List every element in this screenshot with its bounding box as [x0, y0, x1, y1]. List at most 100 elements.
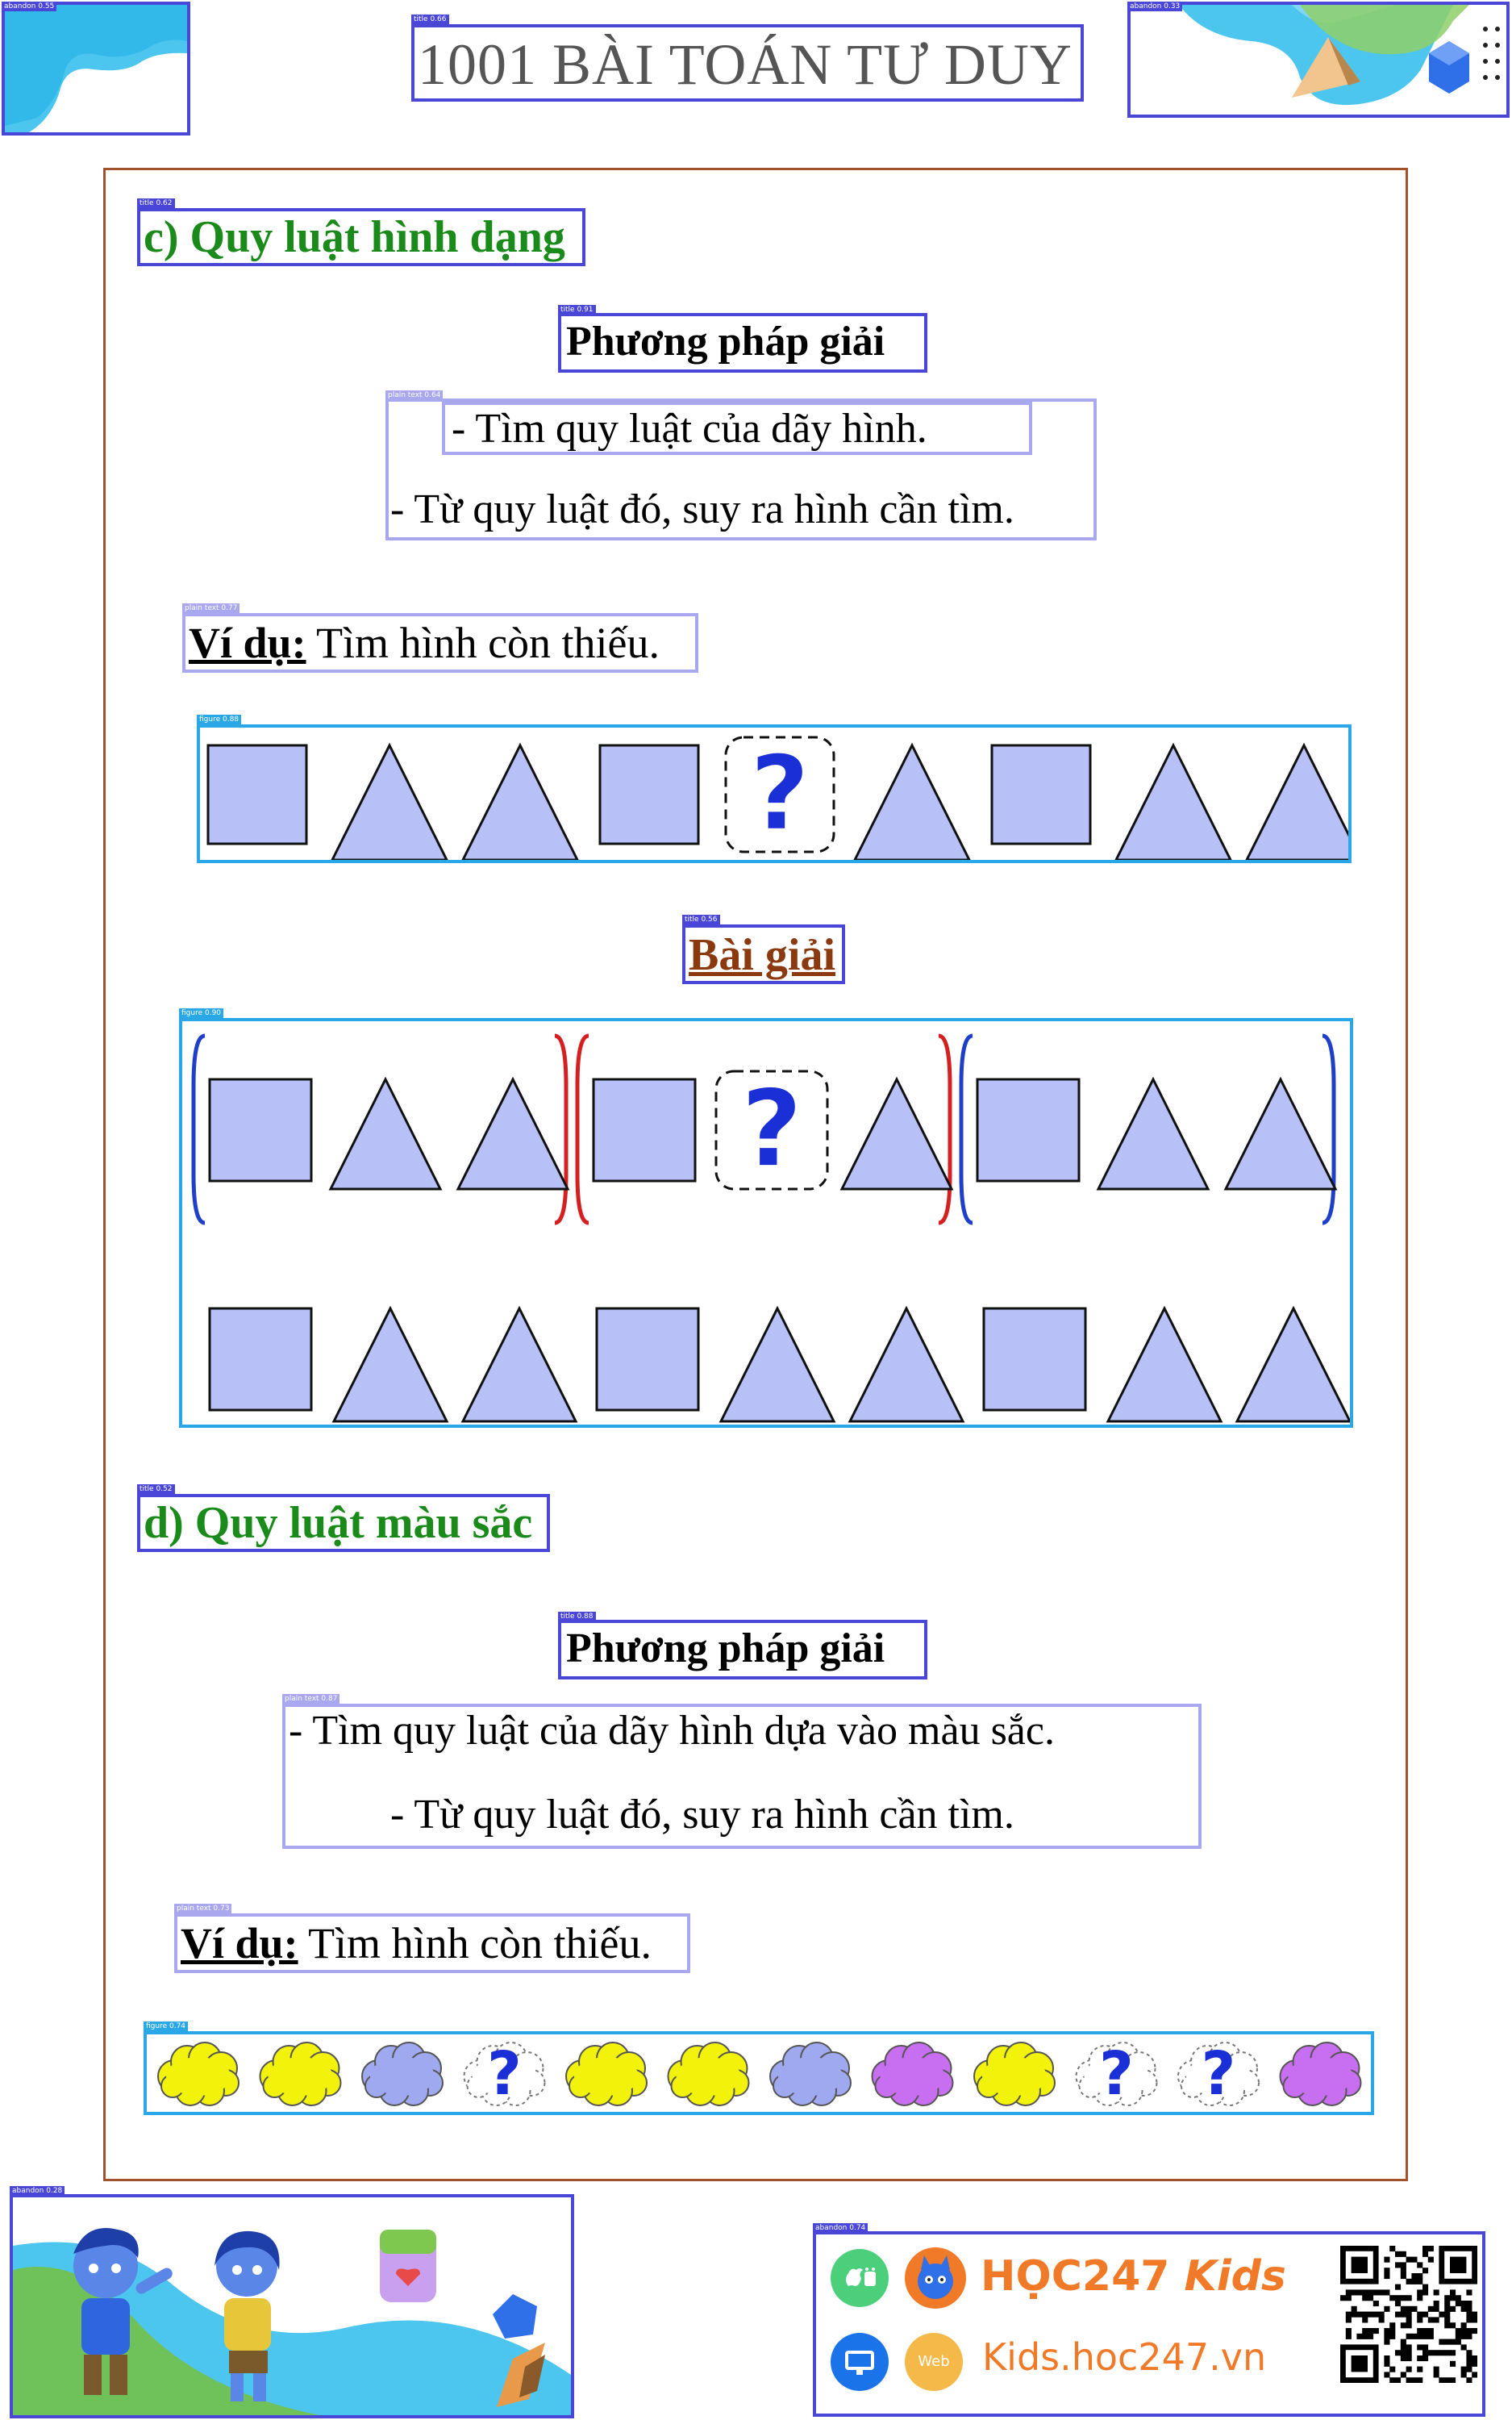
- section-c-example-label: Ví dụ:: [189, 619, 306, 667]
- group-bracket-left: [575, 1033, 589, 1225]
- section-c-title-box: c) Quy luật hình dạng: [137, 208, 585, 266]
- section-c-example-figure: ?: [197, 724, 1364, 863]
- section-d-steps-box: - Tìm quy luật của dãy hình dựa vào màu …: [282, 1704, 1202, 1849]
- triangle-shape: [1244, 742, 1364, 862]
- section-c-example-text: Tìm hình còn thiếu.: [306, 619, 660, 667]
- section-c-steps-box: [385, 398, 1097, 540]
- square-shape: [982, 1307, 1087, 1412]
- section-c-example-box: Ví dụ: Tìm hình còn thiếu.: [182, 613, 698, 673]
- triangle-shape: [328, 1076, 443, 1191]
- blue-cloud: [769, 2042, 852, 2106]
- group-bracket-left: [959, 1033, 973, 1225]
- yellow-cloud: [259, 2042, 342, 2106]
- detection-tag: abandon 0.28: [10, 2186, 65, 2196]
- question-cloud: ?: [463, 2039, 546, 2109]
- yellow-cloud: [565, 2042, 648, 2106]
- detection-tag: figure 0.90: [179, 1008, 224, 1018]
- square-shape: [208, 1307, 313, 1412]
- square-shape: [595, 1307, 700, 1412]
- question-mark-icon: ?: [1202, 2039, 1236, 2109]
- question-box: [724, 736, 835, 853]
- detection-tag: plain text 0.64: [385, 390, 444, 400]
- blue-cloud: [361, 2042, 444, 2106]
- triangle-shape: [331, 1305, 449, 1423]
- group-bracket-left: [191, 1033, 206, 1225]
- detection-tag: title 0.91: [558, 305, 596, 315]
- question-cloud: ?: [1177, 2039, 1260, 2109]
- brand-url[interactable]: Kids.hoc247.vn: [982, 2335, 1267, 2379]
- web-icon[interactable]: Web: [905, 2333, 963, 2391]
- detection-tag: figure 0.74: [144, 2022, 189, 2031]
- mobile-app-icon[interactable]: [831, 2249, 889, 2307]
- square-shape: [976, 1078, 1081, 1183]
- footer-left-illustration: [10, 2194, 574, 2418]
- purple-cloud: [1279, 2042, 1362, 2106]
- section-c-step-2: - Từ quy luật đó, suy ra hình cần tìm.: [390, 486, 1014, 532]
- question-mark-icon: ?: [487, 2039, 522, 2109]
- detection-tag: abandon 0.74: [813, 2223, 868, 2233]
- section-d-method-box: Phương pháp giải: [558, 1620, 927, 1679]
- square-shape: [598, 744, 700, 845]
- question-box: [714, 1070, 829, 1191]
- desktop-icon[interactable]: [831, 2333, 889, 2391]
- question-mark-icon: ?: [741, 1067, 803, 1191]
- section-c-solution-box: Bài giải: [682, 924, 845, 984]
- section-d-method-title: Phương pháp giải: [566, 1625, 885, 1671]
- section-c-method-title: Phương pháp giải: [566, 319, 885, 365]
- triangle-shape: [1096, 1076, 1210, 1191]
- detection-tag: plain text 0.87: [282, 1694, 340, 1704]
- triangle-shape: [460, 742, 580, 862]
- page-header-title: 1001 BÀI TOÁN TƯ DUY: [418, 32, 1073, 97]
- purple-cloud: [871, 2042, 954, 2106]
- girl-figure: [215, 2230, 280, 2401]
- header-right-decoration: [1127, 2, 1510, 118]
- question-mark-icon: ?: [1099, 2039, 1134, 2109]
- section-c-title: c) Quy luật hình dạng: [144, 212, 565, 262]
- group-bracket-right: [938, 1033, 952, 1225]
- section-c-method-box: Phương pháp giải: [558, 313, 927, 373]
- section-c-step-1-box: - Tìm quy luật của dãy hình.: [442, 402, 1032, 455]
- section-d-example-text: Tìm hình còn thiếu.: [298, 1919, 652, 1967]
- detection-tag: plain text 0.73: [174, 1904, 232, 1913]
- section-c-step-1: - Tìm quy luật của dãy hình.: [452, 406, 927, 452]
- detection-tag: title 0.52: [137, 1484, 175, 1494]
- group-bracket-right: [554, 1033, 569, 1225]
- footer-brand-box: HỌC247 Kids Web Kids.hoc247.vn: [813, 2231, 1485, 2417]
- content-frame: [103, 168, 1408, 2181]
- section-d-step-1: - Tìm quy luật của dãy hình dựa vào màu …: [289, 1708, 1055, 1754]
- triangle-shape: [460, 1305, 578, 1423]
- detection-tag: plain text 0.77: [182, 603, 240, 613]
- section-d-title: d) Quy luật màu sắc: [144, 1498, 533, 1548]
- detection-tag: abandon 0.33: [1127, 2, 1183, 11]
- triangle-shape: [839, 1076, 954, 1191]
- detection-tag: figure 0.88: [197, 715, 242, 724]
- yellow-cloud: [157, 2042, 240, 2106]
- header-left-decoration: [2, 2, 190, 136]
- triangle-shape: [1235, 1305, 1352, 1423]
- triangle-shape: [456, 1076, 570, 1191]
- triangle-shape: [1106, 1305, 1223, 1423]
- section-c-solution-title: Bài giải: [689, 930, 836, 980]
- boy-figure: [73, 2228, 173, 2395]
- detection-tag: title 0.88: [558, 1612, 596, 1621]
- section-d-example-box: Ví dụ: Tìm hình còn thiếu.: [174, 1913, 690, 1973]
- section-c-example: Ví dụ: Tìm hình còn thiếu.: [189, 618, 660, 668]
- mascot-icon: [905, 2247, 966, 2309]
- question-mark-icon: ?: [750, 734, 810, 854]
- detection-tag: title 0.66: [411, 15, 449, 24]
- section-d-step-2: - Từ quy luật đó, suy ra hình cần tìm.: [390, 1792, 1014, 1838]
- brand-hoc247: HỌC247: [981, 2252, 1170, 2301]
- detection-tag: title 0.62: [137, 198, 175, 208]
- square-shape: [592, 1078, 697, 1183]
- header-title-box: 1001 BÀI TOÁN TƯ DUY: [411, 24, 1084, 102]
- square-shape: [206, 744, 308, 845]
- section-d-title-box: d) Quy luật màu sắc: [137, 1494, 550, 1552]
- triangle-shape: [1223, 1076, 1338, 1191]
- section-d-example: Ví dụ: Tìm hình còn thiếu.: [181, 1918, 652, 1968]
- backpack-figure: [380, 2230, 436, 2302]
- section-d-example-label: Ví dụ:: [181, 1919, 298, 1967]
- triangle-shape: [852, 742, 972, 862]
- yellow-cloud: [973, 2042, 1056, 2106]
- group-bracket-right: [1322, 1033, 1336, 1225]
- triangle-shape: [848, 1305, 965, 1423]
